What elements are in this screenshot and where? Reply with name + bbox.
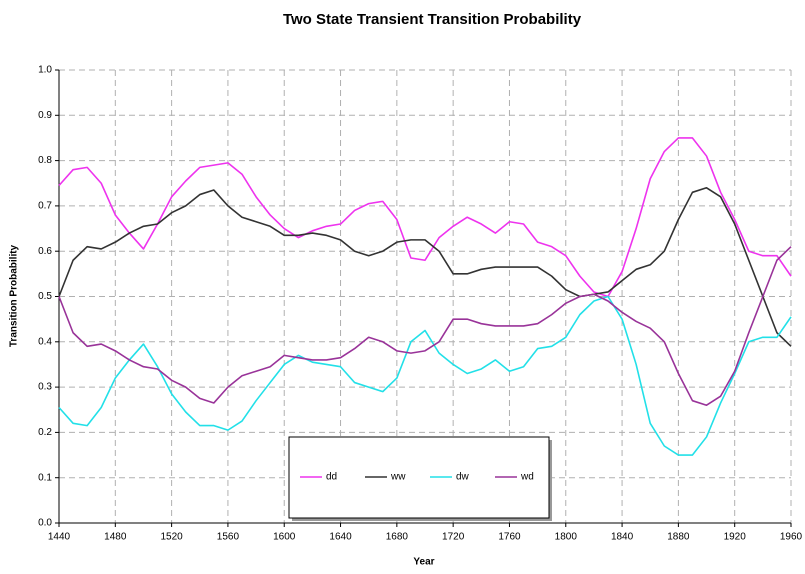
y-axis-label: Transition Probability: [9, 244, 20, 347]
x-tick-label: 1880: [667, 532, 690, 543]
y-tick-label: 0.9: [38, 110, 52, 121]
legend-label: wd: [520, 472, 534, 483]
y-tick-label: 0.4: [38, 336, 52, 347]
x-axis-label: Year: [413, 557, 434, 568]
x-tick-label: 1440: [48, 532, 71, 543]
legend-label: dd: [326, 472, 337, 483]
legend-label: ww: [390, 472, 406, 483]
x-tick-label: 1480: [104, 532, 127, 543]
y-tick-label: 0.7: [38, 201, 52, 212]
legend-label: dw: [456, 472, 470, 483]
x-tick-label: 1960: [780, 532, 803, 543]
series-line: [58, 186, 792, 347]
series-line: [58, 246, 792, 407]
x-tick-label: 1800: [555, 532, 578, 543]
y-tick-label: 1.0: [38, 65, 52, 76]
x-tick-label: 1560: [217, 532, 240, 543]
x-tick-label: 1760: [498, 532, 521, 543]
y-tick-label: 0.6: [38, 246, 52, 257]
x-tick-label: 1720: [442, 532, 465, 543]
chart-title: Two State Transient Transition Probabili…: [283, 11, 582, 28]
x-tick-label: 1600: [273, 532, 296, 543]
y-tick-label: 0.1: [38, 472, 52, 483]
series-line: [58, 137, 792, 298]
series-line: [58, 295, 792, 456]
x-tick-label: 1640: [329, 532, 352, 543]
y-tick-label: 0.0: [38, 518, 52, 529]
y-tick-label: 0.2: [38, 427, 52, 438]
x-tick-label: 1840: [611, 532, 634, 543]
y-tick-label: 0.8: [38, 155, 52, 166]
y-tick-label: 0.5: [38, 291, 52, 302]
x-tick-label: 1920: [724, 532, 747, 543]
x-tick-label: 1680: [386, 532, 409, 543]
y-tick-label: 0.3: [38, 382, 52, 393]
x-tick-label: 1520: [160, 532, 183, 543]
